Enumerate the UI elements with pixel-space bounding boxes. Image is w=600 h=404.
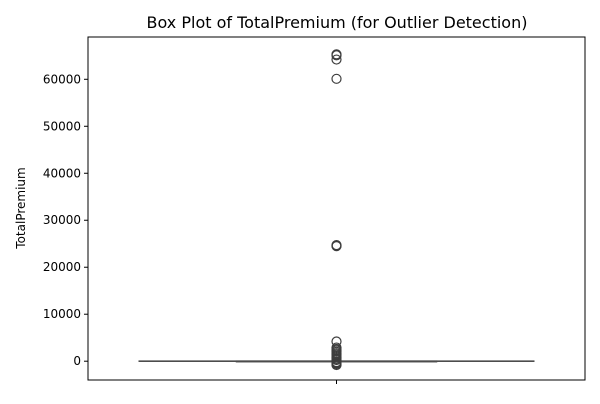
chart-title: Box Plot of TotalPremium (for Outlier De… [147,13,528,32]
outlier-point [331,240,342,252]
y-tick-label: 10000 [43,307,81,321]
y-tick-label: 0 [73,354,81,368]
axes-frame [87,36,586,381]
y-tick-label: 20000 [43,260,81,274]
y-axis-label: TotalPremium [14,167,28,249]
y-tick-label: 50000 [43,119,81,133]
y-tick-label: 30000 [43,213,81,227]
plot-area: 0 10000 20000 30000 40000 50000 60000 [43,36,586,384]
y-tick-label: 60000 [43,72,81,86]
outlier-point [331,73,342,84]
y-tick-label: 40000 [43,166,81,180]
outlier-point [331,359,342,371]
outlier-point [331,54,342,65]
outlier-point [331,50,342,61]
